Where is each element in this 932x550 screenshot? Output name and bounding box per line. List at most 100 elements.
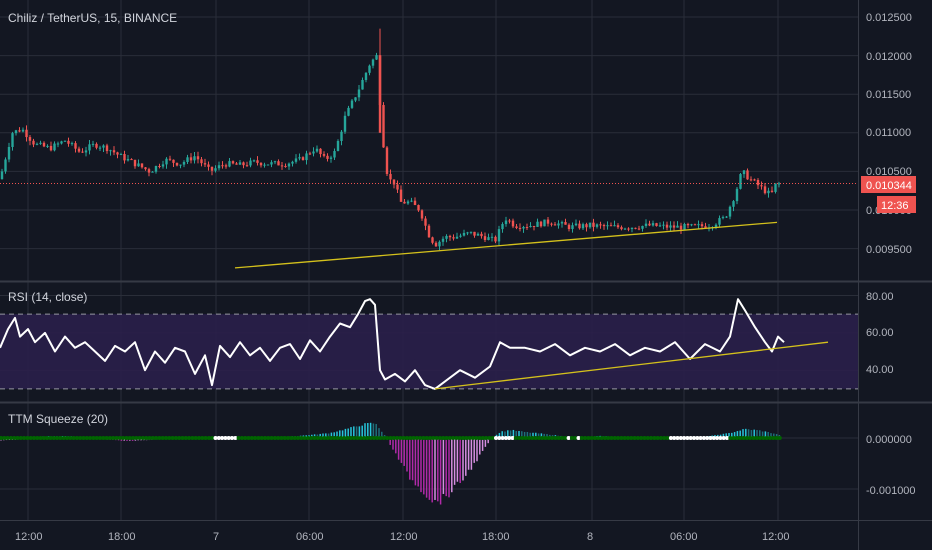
ttm-squeeze-dot (292, 436, 297, 440)
ttm-squeeze-dot (480, 436, 485, 440)
price-trendline[interactable] (234, 221, 778, 269)
candle-body (693, 224, 697, 226)
ttm-squeeze-dot (276, 436, 281, 440)
candle-body (592, 222, 595, 227)
candle-body (735, 188, 739, 202)
ttm-squeeze-dot (649, 436, 654, 440)
candle-body (133, 159, 137, 167)
candle-body (578, 223, 581, 229)
candle-body (144, 167, 147, 170)
candle-body (585, 224, 588, 228)
ttm-squeeze-dot (15, 436, 20, 440)
ttm-squeeze-dot (157, 436, 162, 440)
current-price-label: 0.010344 (866, 180, 912, 192)
ttm-squeeze-dot (256, 436, 261, 440)
candle-body (158, 166, 161, 168)
ttm-squeeze-dot (388, 436, 393, 440)
rsi-band-fill (0, 314, 858, 389)
ttm-squeeze-dot (576, 436, 581, 440)
candle-body (413, 200, 417, 206)
time-axis-label: 06:00 (670, 531, 698, 543)
candle-body (571, 225, 574, 229)
candle-body (466, 232, 469, 234)
ttm-squeeze-dot (642, 436, 647, 440)
price-axis[interactable]: 0.012500 0.012000 0.011500 0.011000 0.01… (866, 12, 912, 256)
candle-body (728, 206, 732, 217)
ttm-squeeze-dot (355, 436, 360, 440)
rsi-axis[interactable]: 80.00 60.00 40.00 (866, 291, 894, 376)
ttm-squeeze-dot (131, 436, 135, 440)
candle-body (658, 225, 662, 227)
candle-body (210, 166, 214, 171)
ttm-squeeze-dot (210, 436, 215, 440)
time-axis[interactable]: 12:00 18:00 7 06:00 12:00 18:00 8 06:00 … (15, 531, 790, 543)
ttm-squeeze-dot (243, 436, 248, 440)
ttm-axis[interactable]: 0.000000 -0.001000 (866, 434, 916, 497)
ttm-axis-label: -0.001000 (866, 485, 916, 497)
ttm-squeeze-dot (81, 436, 86, 440)
ttm-squeeze-dot (107, 436, 112, 440)
ttm-squeeze-dot (246, 436, 251, 440)
candle-body (256, 160, 259, 163)
candle-body (606, 225, 609, 227)
ttm-squeeze-dot (147, 436, 152, 440)
candle-body (746, 170, 749, 180)
ttm-squeeze-dot (527, 436, 531, 440)
candle-body (11, 133, 14, 147)
candle-body (333, 150, 336, 158)
candle-body (84, 150, 88, 153)
ttm-pane-title[interactable]: TTM Squeeze (20) (8, 412, 108, 426)
ttm-squeeze-dot (685, 436, 690, 440)
ttm-squeeze-dot (467, 436, 472, 440)
candle-body (508, 220, 511, 222)
candle-body (364, 72, 368, 80)
ttm-squeeze-dot (74, 436, 79, 440)
candle-body (32, 140, 35, 145)
candle-body (28, 137, 32, 141)
candle-body (546, 219, 550, 224)
ttm-squeeze-dot (652, 436, 657, 440)
candle-body (564, 222, 567, 225)
ttm-squeeze-dot (18, 436, 23, 440)
candle-body (319, 148, 322, 155)
candle-body (529, 225, 532, 228)
ttm-squeeze-dot (536, 436, 541, 440)
ttm-squeeze-dot (675, 436, 680, 440)
candle-body (515, 226, 518, 228)
ttm-squeeze-dot (299, 436, 304, 440)
time-axis-label: 18:00 (108, 531, 136, 543)
candle-body (623, 228, 627, 230)
symbol-title[interactable]: Chiliz / TetherUS, 15, BINANCE (8, 11, 177, 25)
candle-body (627, 228, 630, 230)
ttm-squeeze-dot (725, 436, 729, 440)
ttm-squeeze-dot (368, 436, 373, 440)
ttm-squeeze-dot (748, 436, 753, 440)
candle-body (56, 143, 60, 145)
ttm-squeeze-dot (596, 436, 601, 440)
ttm-squeeze-dot (777, 436, 782, 440)
ttm-squeeze-dot (668, 436, 673, 440)
candle-body (525, 226, 529, 228)
rsi-pane-title[interactable]: RSI (14, close) (8, 290, 87, 304)
rsi-band-area (0, 314, 858, 389)
ttm-squeeze-dot (332, 436, 337, 440)
candle-body (315, 148, 319, 152)
candle-body (340, 131, 343, 141)
ttm-squeeze-dot (203, 436, 208, 440)
ttm-squeeze-dot (94, 436, 99, 440)
candle-body (291, 161, 294, 164)
ttm-squeeze-dot (553, 436, 558, 440)
candle-body (644, 223, 648, 226)
candle-body (277, 161, 280, 166)
ttm-squeeze-dot (408, 436, 413, 440)
candle-body (0, 171, 4, 180)
rsi-trendline (434, 341, 829, 390)
candle-body (270, 162, 273, 165)
ttm-squeeze-dot (167, 436, 172, 440)
candle-body (119, 154, 123, 156)
candle-body (165, 158, 168, 165)
ttm-squeeze-dot (71, 436, 76, 440)
candle-body (109, 150, 112, 152)
